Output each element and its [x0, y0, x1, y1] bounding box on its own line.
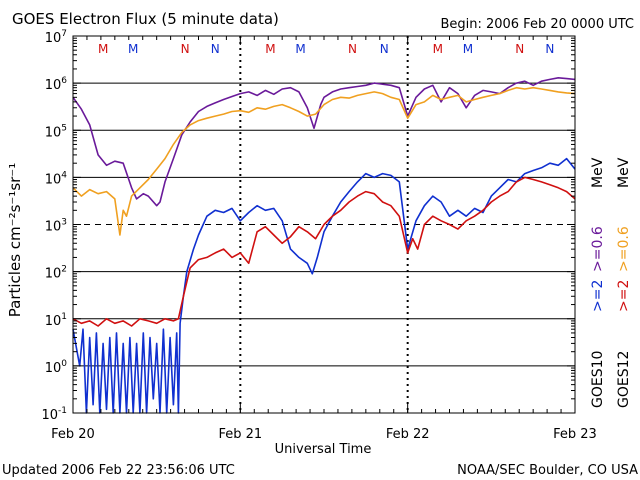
time-marker: M — [265, 42, 275, 56]
y-axis-label: Particles cm⁻²s⁻¹sr⁻¹ — [6, 163, 24, 317]
time-marker: M — [98, 42, 108, 56]
y-tick-label: 104 — [45, 170, 68, 187]
series-line — [72, 77, 576, 207]
updated-footer: Updated 2006 Feb 22 23:56:06 UTC — [2, 463, 235, 478]
x-axis-label: Universal Time — [275, 442, 372, 457]
series-line — [72, 86, 576, 236]
y-tick-label: 106 — [45, 76, 68, 93]
y-tick-label: 102 — [45, 265, 67, 282]
x-tick-label: Feb 23 — [553, 427, 597, 442]
y-tick-label: 105 — [45, 123, 67, 140]
data-series — [72, 77, 576, 414]
time-marker: N — [348, 42, 357, 56]
time-marker: M — [433, 42, 443, 56]
legend-satellite: GOES12 — [616, 351, 632, 408]
y-axis-ticks: 10-1 100 101 102 103 104 105 106 107 — [41, 29, 575, 423]
legend-energy: >=2 — [590, 280, 606, 312]
legend-unit: MeV — [616, 157, 632, 188]
legend-unit: MeV — [590, 157, 606, 188]
time-marker: M — [128, 42, 138, 56]
legend: GOES10 >=2 >=0.6 MeV GOES12 >=2 >=0.6 MeV — [590, 157, 632, 408]
y-tick-label: 10-1 — [41, 406, 67, 423]
y-tick-label: 101 — [45, 312, 67, 329]
begin-label: Begin: 2006 Feb 20 0000 UTC — [440, 17, 634, 32]
time-marker: N — [181, 42, 190, 56]
series-line — [72, 157, 576, 414]
x-tick-label: Feb 20 — [51, 427, 95, 442]
gridlines — [73, 82, 575, 367]
x-tick-label: Feb 21 — [218, 427, 262, 442]
legend-energy: >=2 — [616, 280, 632, 312]
y-tick-label: 103 — [45, 218, 67, 235]
time-marker: N — [515, 42, 524, 56]
time-marker: N — [380, 42, 389, 56]
legend-energy: >=0.6 — [590, 226, 606, 272]
time-marker: M — [295, 42, 305, 56]
time-marker: N — [545, 42, 554, 56]
x-tick-label: Feb 22 — [386, 427, 430, 442]
legend-energy: >=0.6 — [616, 226, 632, 272]
legend-satellite: GOES10 — [590, 351, 606, 408]
time-marker: N — [211, 42, 220, 56]
series-line — [72, 176, 576, 327]
source-footer: NOAA/SEC Boulder, CO USA — [457, 463, 638, 478]
x-axis-ticks: Feb 20 Feb 21 Feb 22 Feb 23 — [51, 36, 597, 442]
time-marker: M — [463, 42, 473, 56]
y-tick-label: 100 — [45, 359, 68, 376]
y-tick-label: 107 — [45, 29, 67, 46]
chart-title: GOES Electron Flux (5 minute data) — [12, 10, 279, 28]
